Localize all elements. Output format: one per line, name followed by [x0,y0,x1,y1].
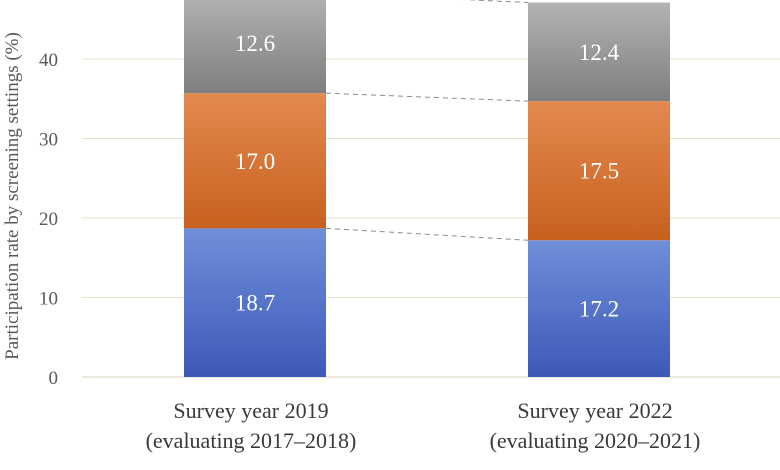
y-tick-label: 40 [39,50,58,71]
y-tick-label: 10 [39,289,58,310]
x-category-label: Survey year 2019 [173,398,328,423]
connector-lines [325,0,529,241]
segment-labels: 18.7 17.0 12.6 17.2 17.5 12.4 [235,31,620,322]
bars [184,0,670,377]
connector-line [463,0,529,4]
segment-value-label: 12.4 [579,40,620,65]
bar-segment-0-0 [184,228,326,377]
segment-value-label: 17.0 [235,149,275,174]
bar-segment-0-1 [184,93,326,229]
y-tick-label: 20 [39,209,58,230]
x-category-label: (evaluating 2020–2021) [490,428,701,453]
category-labels: Survey year 2019 (evaluating 2017–2018) Su… [146,398,701,453]
y-tick-label: 0 [49,368,59,389]
connector-line [325,227,529,241]
bar-segment-1-0 [528,240,670,377]
x-category-label: (evaluating 2017–2018) [146,428,357,453]
bar-segment-0-2 [184,0,326,94]
y-axis-title: Participation rate by screening settings… [2,32,23,360]
bar-segment-1-2 [528,2,670,102]
y-axis-ticks: 0 10 20 30 40 [39,50,58,389]
connector-line [325,92,529,102]
bar-segment-1-1 [528,101,670,241]
x-category-label: Survey year 2022 [517,398,672,423]
segment-value-label: 12.6 [235,31,275,56]
y-tick-label: 30 [39,130,58,151]
segment-value-label: 17.5 [579,159,619,184]
segment-value-label: 18.7 [235,291,275,316]
segment-value-label: 17.2 [579,297,619,322]
